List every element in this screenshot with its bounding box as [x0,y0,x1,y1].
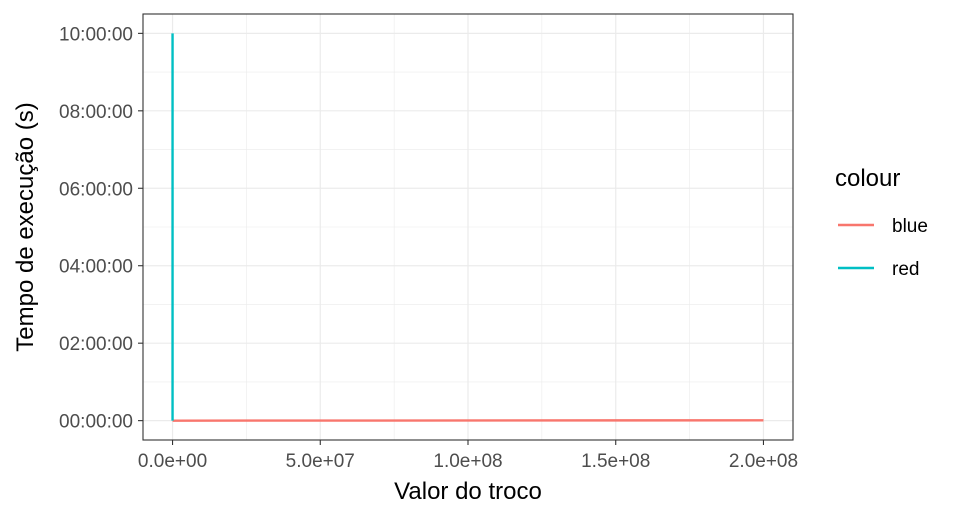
x-tick-label: 5.0e+07 [286,451,355,472]
y-tick-label: 00:00:00 [59,412,133,433]
y-axis-title: Tempo de execução (s) [12,102,39,351]
y-axis: 00:00:00 02:00:00 04:00:00 06:00:00 08:00:00… [59,24,143,433]
x-tick-label: 0.0e+00 [138,451,207,472]
y-tick-label: 04:00:00 [59,257,133,278]
legend-title: colour [835,165,900,192]
y-tick-label: 10:00:00 [59,24,133,45]
y-tick-label: 06:00:00 [59,179,133,200]
series-layer [171,33,764,422]
legend: colour blue red [835,165,928,280]
legend-label-red: red [892,259,919,280]
x-tick-label: 1.5e+08 [581,451,650,472]
legend-label-blue: blue [892,216,928,237]
x-tick-label: 1.0e+08 [433,451,502,472]
y-tick-label: 02:00:00 [59,334,133,355]
legend-keys: blue red [838,216,928,280]
y-tick-label: 08:00:00 [59,102,133,123]
x-tick-label: 2.0e+08 [729,451,798,472]
x-axis: 0.0e+00 5.0e+07 1.0e+08 1.5e+08 2.0e+08 [138,440,798,472]
x-axis-title: Valor do troco [394,478,542,505]
